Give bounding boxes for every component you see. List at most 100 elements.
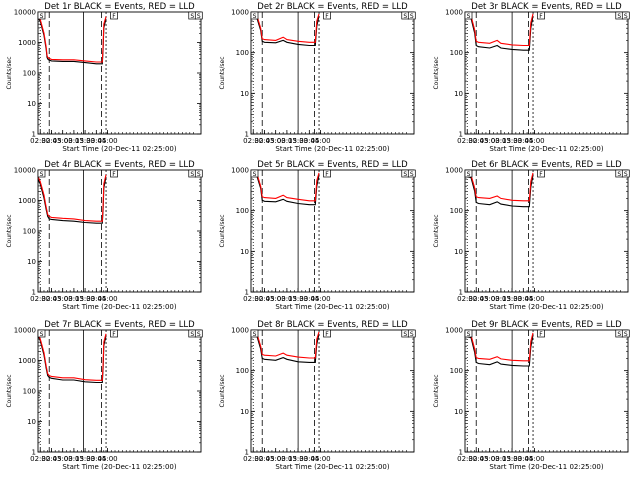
- x-tick-label: 02:30: [243, 295, 263, 303]
- x-axis-label: Start Time (20-Dec-11 02:25:00): [275, 145, 389, 153]
- x-tick-label: 02:45: [468, 455, 488, 463]
- chart-title: Det 7r BLACK = Events, RED = LLD: [44, 320, 195, 330]
- y-axis-label: Counts/sec: [6, 374, 13, 407]
- x-tick-label: 04:00: [310, 137, 330, 145]
- y-tick-label: 100: [23, 228, 36, 236]
- marker-label: S: [617, 13, 621, 20]
- marker-box: [323, 11, 331, 20]
- x-tick-label: 03:00: [266, 295, 286, 303]
- marker-box: [110, 169, 118, 178]
- marker-label: S: [40, 13, 44, 20]
- x-tick-label: 02:45: [41, 295, 61, 303]
- series-line-lld: [464, 172, 534, 202]
- marker-label: S: [197, 331, 201, 338]
- series-line-lld: [37, 15, 107, 63]
- marker-label: S: [40, 331, 44, 338]
- marker-label: S: [403, 13, 407, 20]
- x-tick-label: 03:30: [288, 455, 308, 463]
- y-tick-label: 1: [32, 131, 36, 139]
- chart-panel-6: Det 6r BLACK = Events, RED = LLD Counts/s…: [433, 160, 630, 311]
- chart-title: Det 6r BLACK = Events, RED = LLD: [471, 160, 622, 170]
- y-tick-label: 10: [240, 248, 249, 256]
- y-tick-label: 1: [32, 289, 36, 297]
- x-tick-label: 02:30: [243, 455, 263, 463]
- plot-frame: [464, 169, 629, 293]
- x-tick-label: 03:00: [480, 455, 500, 463]
- marker-box: [110, 329, 118, 338]
- marker-label: S: [197, 171, 201, 178]
- x-tick-label: 04:00: [97, 137, 117, 145]
- marker-label: F: [112, 331, 116, 338]
- x-tick-label: 03:15: [491, 137, 511, 145]
- chart-title: Det 2r BLACK = Events, RED = LLD: [257, 2, 408, 12]
- chart-panel-4: Det 4r BLACK = Events, RED = LLD Counts/s…: [6, 160, 203, 311]
- y-tick-label: 1000: [18, 197, 36, 205]
- marker-box: [621, 11, 630, 20]
- chart-panel-2: Det 2r BLACK = Events, RED = LLD Counts/s…: [219, 2, 416, 153]
- x-tick-label: 03:00: [480, 295, 500, 303]
- marker-label: S: [624, 13, 628, 20]
- x-axis-label: Start Time (20-Dec-11 02:25:00): [489, 463, 603, 471]
- plot-frame: [250, 329, 415, 453]
- y-tick-label: 1: [245, 449, 249, 457]
- y-tick-label: 1: [245, 289, 249, 297]
- x-axis-label: Start Time (20-Dec-11 02:25:00): [275, 303, 389, 311]
- x-tick-label: 03:30: [288, 137, 308, 145]
- series-line-events: [464, 175, 534, 208]
- marker-label: S: [190, 331, 194, 338]
- marker-label: S: [410, 171, 414, 178]
- series-line-lld: [464, 332, 534, 362]
- x-tick-label: 02:45: [254, 295, 274, 303]
- y-tick-label: 100: [236, 49, 249, 57]
- y-tick-label: 100: [23, 70, 36, 78]
- y-tick-label: 100: [236, 367, 249, 375]
- x-axis-label: Start Time (20-Dec-11 02:25:00): [62, 463, 176, 471]
- chart-panel-1: Det 1r BLACK = Events, RED = LLD Counts/s…: [6, 2, 203, 153]
- y-tick-label: 1: [245, 131, 249, 139]
- y-tick-label: 10: [454, 248, 463, 256]
- marker-label: S: [197, 13, 201, 20]
- y-axis-label: Counts/sec: [6, 214, 13, 247]
- y-tick-label: 1000: [445, 9, 463, 17]
- x-tick-label: 03:15: [64, 455, 84, 463]
- x-tick-label: 02:45: [254, 137, 274, 145]
- marker-box: [537, 329, 545, 338]
- x-tick-label: 02:30: [30, 295, 50, 303]
- y-tick-label: 10: [454, 90, 463, 98]
- series-line-events: [464, 335, 534, 367]
- x-tick-label: 03:45: [86, 455, 106, 463]
- marker-label: S: [410, 13, 414, 20]
- marker-box: [407, 169, 416, 178]
- y-tick-label: 100: [450, 207, 463, 215]
- x-tick-label: 03:45: [513, 295, 533, 303]
- marker-label: F: [539, 171, 543, 178]
- y-tick-label: 100: [23, 388, 36, 396]
- x-tick-label: 03:30: [75, 137, 95, 145]
- chart-panel-5: Det 5r BLACK = Events, RED = LLD Counts/s…: [219, 160, 416, 311]
- marker-box: [621, 169, 630, 178]
- x-tick-label: 03:45: [86, 295, 106, 303]
- x-axis-label: Start Time (20-Dec-11 02:25:00): [62, 303, 176, 311]
- y-axis-label: Counts/sec: [433, 214, 440, 247]
- x-tick-label: 02:45: [468, 137, 488, 145]
- y-axis-label: Counts/sec: [219, 374, 226, 407]
- marker-label: S: [624, 171, 628, 178]
- series-line-events: [37, 17, 107, 65]
- marker-box: [537, 11, 545, 20]
- marker-box: [250, 169, 259, 178]
- y-tick-label: 1: [459, 449, 463, 457]
- marker-box: [194, 329, 203, 338]
- y-tick-label: 100: [450, 367, 463, 375]
- marker-label: S: [40, 171, 44, 178]
- y-tick-label: 1000: [445, 327, 463, 335]
- y-tick-label: 10: [240, 408, 249, 416]
- chart-panel-9: Det 9r BLACK = Events, RED = LLD Counts/s…: [433, 320, 630, 471]
- x-tick-label: 03:15: [64, 295, 84, 303]
- x-axis-label: Start Time (20-Dec-11 02:25:00): [62, 145, 176, 153]
- x-tick-label: 02:30: [457, 455, 477, 463]
- x-tick-label: 03:30: [75, 455, 95, 463]
- y-tick-label: 10: [27, 258, 36, 266]
- x-tick-label: 04:00: [524, 295, 544, 303]
- x-tick-label: 03:15: [277, 295, 297, 303]
- x-tick-label: 03:45: [513, 137, 533, 145]
